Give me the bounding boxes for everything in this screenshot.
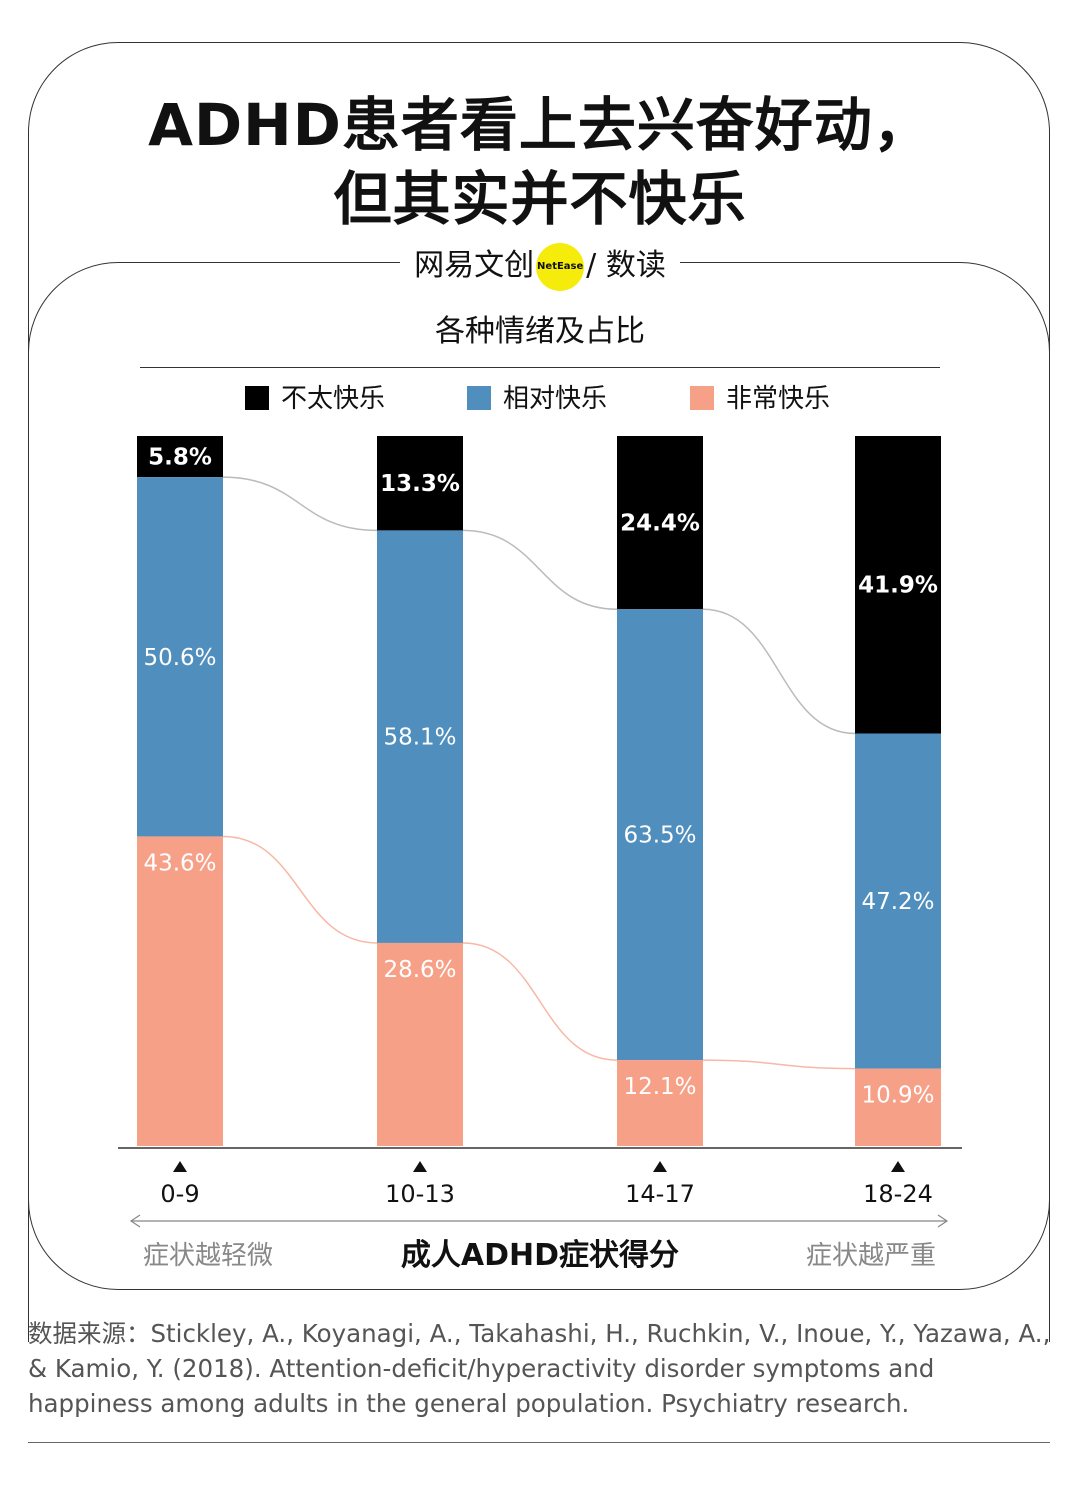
tick-marker-14-17 [653,1161,667,1172]
data-label-very-happy-18-24: 10.9% [861,1083,934,1109]
x-axis-arrow-right [937,1214,949,1228]
source-citation: 数据来源：Stickley, A., Koyanagi, A., Takahas… [28,1319,1051,1418]
chart-title: 各种情绪及占比 [435,314,645,349]
bar-unhappy-14-17 [617,436,703,610]
brand-left: 网易文创 [414,248,535,283]
x-axis-title: 成人ADHD症状得分 [400,1238,680,1273]
x-note-left: 症状越轻微 [143,1241,274,1271]
page-title: ADHD患者看上去兴奋好动， 但其实并不快乐 [0,88,1080,236]
data-label-relatively-happy-18-24: 47.2% [861,889,934,915]
tick-marker-0-9 [173,1161,187,1172]
data-label-unhappy-14-17: 24.4% [620,511,700,537]
data-label-unhappy-10-13: 13.3% [380,471,460,497]
bar-very-happy-0-9 [137,836,223,1146]
legend-label-unhappy: 不太快乐 [281,384,386,414]
tick-label-10-13: 10-13 [385,1180,455,1208]
connector-curve-1 [223,477,941,733]
tick-label-14-17: 14-17 [625,1180,695,1208]
bar-very-happy-10-13 [377,942,463,1146]
x-axis-arrow-left [129,1214,141,1228]
brand-right: / 数读 [586,248,666,283]
legend-label-relatively-happy: 相对快乐 [503,384,608,414]
data-label-unhappy-18-24: 41.9% [858,573,938,599]
bar-unhappy-0-9 [137,436,223,478]
brand-logo: 网易文创 NetEase/ 数读 [400,242,680,291]
legend-divider [140,367,940,368]
bar-very-happy-18-24 [855,1068,941,1146]
legend-item-relatively-happy: 相对快乐 [467,383,607,415]
legend-swatch-relatively-happy [467,386,491,410]
legend-swatch-unhappy [245,386,269,410]
legend-item-unhappy: 不太快乐 [245,383,385,415]
data-label-relatively-happy-0-9: 50.6% [143,645,216,671]
data-label-relatively-happy-10-13: 58.1% [383,725,456,751]
tick-label-0-9: 0-9 [160,1180,199,1208]
stacked-bar-chart: 5.8% 50.6% 43.6% 0-9 13.3% 58.1% 28.6% 10-13 24.… [118,436,962,1228]
brand-badge: NetEase [536,242,585,291]
title-line-1: ADHD患者看上去兴奋好动， [148,91,932,159]
data-label-very-happy-14-17: 12.1% [623,1074,696,1100]
bar-relatively-happy-18-24 [855,733,941,1069]
bar-unhappy-18-24 [855,436,941,734]
x-note-right: 症状越严重 [806,1241,937,1271]
source-divider [28,1442,1050,1443]
bar-relatively-happy-14-17 [617,609,703,1061]
data-label-relatively-happy-14-17: 63.5% [623,823,696,849]
data-label-very-happy-0-9: 43.6% [143,850,216,876]
title-line-2: 但其实并不快乐 [333,165,747,233]
legend-label-very-happy: 非常快乐 [726,384,831,414]
bar-very-happy-14-17 [617,1060,703,1146]
tick-marker-10-13 [413,1161,427,1172]
data-label-very-happy-10-13: 28.6% [383,957,456,983]
legend-swatch-very-happy [690,386,714,410]
bar-relatively-happy-0-9 [137,477,223,837]
legend-item-very-happy: 非常快乐 [690,383,830,415]
connector-curve-2 [223,836,941,1068]
bar-unhappy-10-13 [377,436,463,531]
data-label-unhappy-0-9: 5.8% [148,445,212,471]
bar-relatively-happy-10-13 [377,530,463,943]
tick-marker-18-24 [891,1161,905,1172]
tick-label-18-24: 18-24 [863,1180,933,1208]
